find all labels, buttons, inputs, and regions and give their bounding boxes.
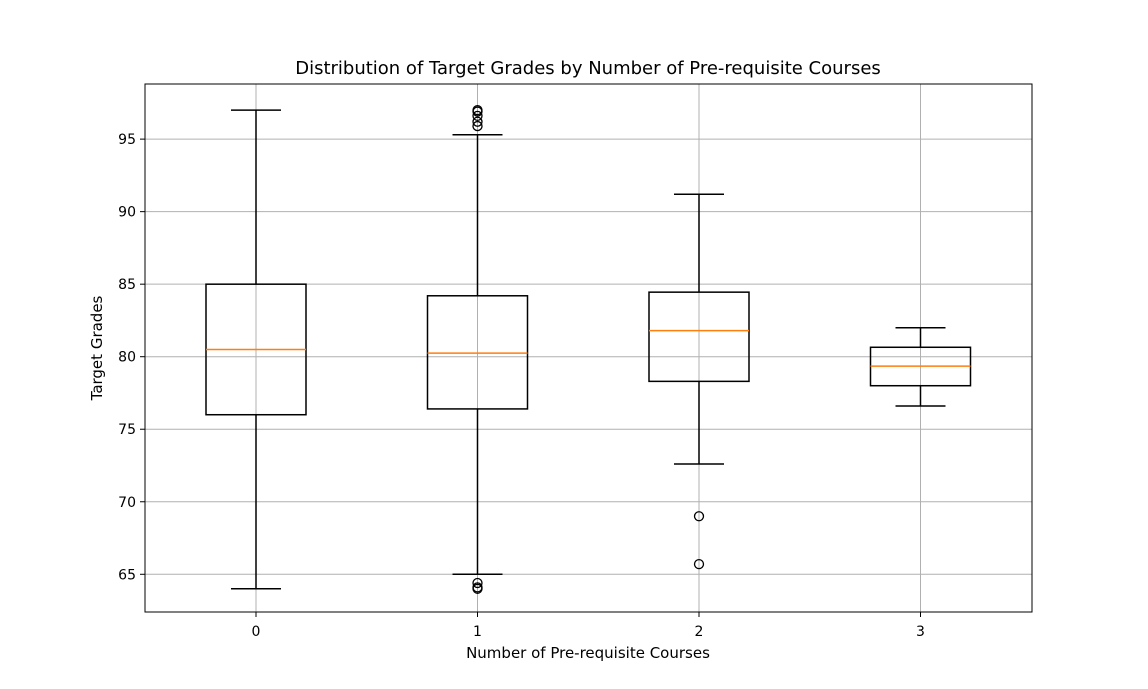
outlier-point — [693, 511, 705, 522]
grid-lines — [145, 84, 1032, 612]
y-tick-label: 85 — [118, 277, 136, 293]
box-group-0 — [205, 109, 307, 590]
plot-area-frame — [144, 83, 1033, 613]
iqr-box — [648, 291, 750, 383]
x-tick-label: 0 — [252, 624, 261, 640]
x-axis-ticks: 0 1 2 3 — [252, 612, 925, 640]
outlier-point — [472, 120, 483, 132]
y-tick-label: 70 — [118, 495, 136, 511]
y-tick-label: 90 — [118, 205, 136, 221]
y-tick-label: 95 — [118, 132, 136, 148]
box-group-1 — [426, 104, 529, 594]
box-group-3 — [869, 326, 972, 407]
y-tick-label: 80 — [118, 350, 136, 366]
chart-title: Distribution of Target Grades by Number … — [295, 58, 881, 79]
y-tick-label: 75 — [118, 422, 136, 438]
outlier-point — [472, 110, 483, 122]
outlier-point — [472, 582, 483, 593]
y-axis-ticks: 65 70 75 80 85 90 95 — [118, 132, 145, 583]
x-tick-label: 2 — [695, 624, 704, 640]
y-axis-label: Target Grades — [88, 295, 106, 401]
x-tick-label: 3 — [916, 624, 925, 640]
outlier-point — [693, 558, 705, 570]
boxes — [205, 104, 972, 594]
outlier-point — [472, 104, 483, 116]
outlier-point — [472, 116, 483, 127]
outlier-point — [472, 577, 483, 589]
box-group-2 — [648, 193, 750, 570]
y-tick-label: 65 — [118, 567, 136, 583]
x-axis-label: Number of Pre-requisite Courses — [466, 644, 710, 662]
x-tick-label: 1 — [473, 624, 482, 640]
